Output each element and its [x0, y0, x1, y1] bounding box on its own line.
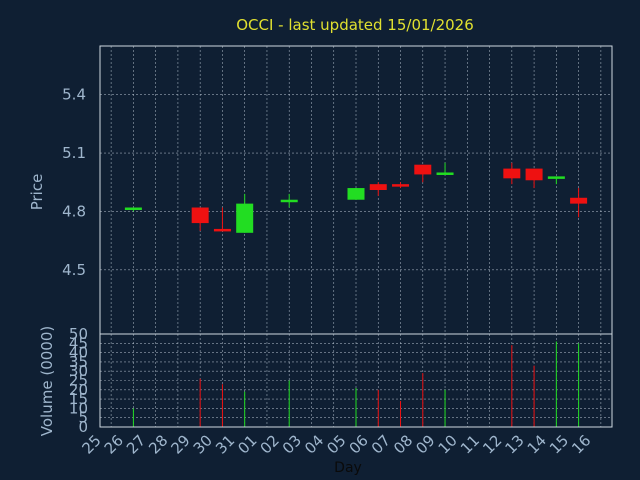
- volume-y-tick-label: 0: [78, 418, 88, 436]
- candle-body: [436, 172, 454, 175]
- price-candles: [124, 162, 588, 233]
- volume-y-tick-label: 15: [69, 390, 88, 408]
- candle-body: [347, 188, 365, 200]
- candle-body: [280, 199, 298, 203]
- volume-plot-frame: [99, 333, 613, 428]
- candle-body: [369, 184, 387, 190]
- x-axis-label: Day: [334, 460, 362, 476]
- price-axis-label: Price: [28, 174, 46, 211]
- volume-y-tick-label: 20: [69, 381, 88, 399]
- price-y-tick-labels: 4.5 4.8 5.1 5.4: [62, 86, 86, 279]
- price-y-tick-label: 5.4: [62, 86, 86, 104]
- candle-body: [191, 207, 209, 224]
- chart-title: OCCI - last updated 15/01/2026: [236, 16, 474, 34]
- volume-y-tick-label: 10: [69, 399, 88, 417]
- candle-body: [570, 197, 588, 204]
- volume-y-tick-label: 50: [69, 325, 88, 343]
- candle-body: [392, 184, 410, 187]
- volume-y-tick-label: 5: [78, 409, 88, 427]
- candle-body: [213, 228, 231, 232]
- candle-body: [503, 168, 521, 179]
- candle-body: [547, 176, 565, 179]
- candle-body: [414, 164, 432, 175]
- candle-body: [236, 203, 254, 233]
- volume-y-tick-label: 45: [69, 334, 88, 352]
- volume-y-tick-label: 35: [69, 353, 88, 371]
- candle-body: [124, 207, 142, 211]
- volume-bars: [132, 341, 580, 427]
- volume-axis-label: Volume (0000): [38, 326, 56, 436]
- price-y-tick-label: 4.8: [62, 202, 86, 220]
- day-tick-labels: 2526272829303101020304050607080910111213…: [78, 431, 594, 457]
- candle-body: [525, 168, 543, 181]
- volume-y-tick-label: 25: [69, 372, 88, 390]
- price-y-tick-label: 5.1: [62, 144, 86, 162]
- volume-y-tick-label: 40: [69, 344, 88, 362]
- volume-y-tick-label: 30: [69, 362, 88, 380]
- price-y-tick-label: 4.5: [62, 261, 86, 279]
